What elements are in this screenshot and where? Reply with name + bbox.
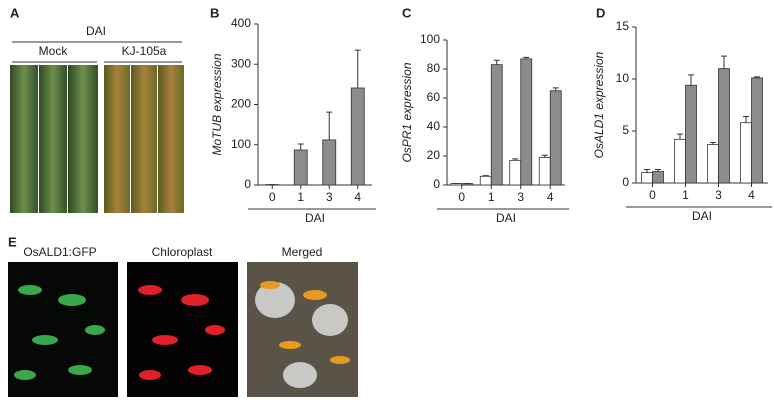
- y-tick-label: 10: [616, 71, 630, 85]
- x-tick-label: 1: [488, 190, 495, 204]
- y-tick-label: 400: [231, 16, 251, 30]
- y-tick-label: 100: [420, 32, 440, 46]
- bar: [685, 84, 697, 184]
- error-bar: [754, 76, 760, 78]
- y-tick-label: 0: [433, 177, 440, 191]
- x-tick-label: 4: [748, 188, 755, 202]
- panel-label: E: [8, 234, 17, 249]
- bar: [322, 139, 337, 186]
- error-bar: [354, 49, 361, 88]
- bar: [549, 90, 562, 186]
- y-axis-label: OsALD1 expression: [592, 51, 606, 158]
- error-bar: [721, 55, 727, 69]
- image-caption: OsALD1:GFP: [23, 245, 96, 259]
- error-bar: [644, 168, 650, 173]
- y-axis-label: MoTUB expression: [210, 53, 224, 155]
- bar: [538, 157, 551, 186]
- error-bar: [677, 133, 683, 140]
- image-caption: Merged: [282, 245, 323, 259]
- error-bar: [326, 111, 333, 140]
- x-tick-label: 3: [326, 190, 333, 204]
- bar: [520, 58, 533, 186]
- panel-label: B: [210, 5, 219, 20]
- y-tick-label: 100: [231, 137, 251, 151]
- error-bar: [541, 154, 548, 158]
- micrograph: [8, 262, 358, 397]
- bar: [293, 149, 308, 186]
- bar: [751, 77, 763, 184]
- x-axis-label: DAI: [305, 211, 325, 225]
- bar: [350, 87, 365, 186]
- panel-label: C: [402, 5, 412, 20]
- y-tick-label: 20: [427, 148, 441, 162]
- bar: [490, 64, 503, 186]
- error-bar: [493, 59, 500, 65]
- y-tick-label: 300: [231, 56, 251, 70]
- y-tick-label: 15: [616, 19, 630, 33]
- bar: [509, 159, 522, 186]
- bar: [479, 175, 492, 186]
- x-tick-label: 1: [682, 188, 689, 202]
- y-tick-label: 80: [427, 61, 441, 75]
- bar: [641, 172, 653, 184]
- y-tick-label: 40: [427, 119, 441, 133]
- x-tick-label: 3: [517, 190, 524, 204]
- y-tick-label: 60: [427, 90, 441, 104]
- error-bar: [710, 141, 716, 145]
- error-bar: [743, 115, 749, 123]
- bar: [740, 122, 752, 184]
- error-bar: [512, 158, 519, 161]
- error-bar: [655, 168, 661, 172]
- x-axis-label: DAI: [496, 211, 516, 225]
- y-tick-label: 5: [622, 123, 629, 137]
- bar: [674, 138, 686, 184]
- x-tick-label: 4: [547, 190, 554, 204]
- y-axis-label: OsPR1 expression: [400, 62, 414, 162]
- bar: [707, 144, 719, 184]
- error-bar: [297, 143, 304, 150]
- x-tick-label: 0: [649, 188, 656, 202]
- x-tick-label: 3: [715, 188, 722, 202]
- x-tick-label: 4: [354, 190, 361, 204]
- group-label: KJ-105a: [122, 44, 167, 58]
- error-bar: [482, 175, 489, 177]
- y-tick-label: 0: [244, 177, 251, 191]
- panel-label: D: [596, 5, 605, 20]
- bar: [652, 171, 664, 184]
- x-tick-label: 0: [458, 190, 465, 204]
- y-tick-label: 0: [622, 175, 629, 189]
- image-caption: Chloroplast: [152, 245, 213, 259]
- group-label: Mock: [39, 44, 69, 58]
- x-axis-label: DAI: [692, 209, 712, 223]
- y-tick-label: 200: [231, 97, 251, 111]
- error-bar: [688, 74, 694, 86]
- leaf-photo: [10, 65, 184, 213]
- panel-header: DAI: [86, 24, 106, 38]
- panel-label: A: [10, 5, 20, 20]
- error-bar: [523, 56, 530, 59]
- x-tick-label: 0: [269, 190, 276, 204]
- error-bar: [552, 87, 559, 91]
- bar: [718, 68, 730, 184]
- x-tick-label: 1: [297, 190, 304, 204]
